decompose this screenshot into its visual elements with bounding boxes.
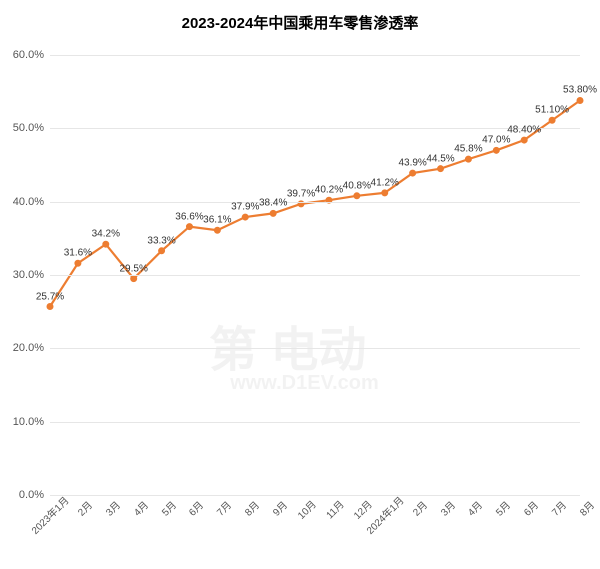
data-value-label: 44.5% <box>426 153 454 164</box>
data-value-label: 29.5% <box>119 263 147 274</box>
data-marker <box>159 248 165 254</box>
data-value-label: 39.7% <box>287 188 315 199</box>
data-value-label: 51.10% <box>535 105 569 116</box>
data-marker <box>438 166 444 172</box>
data-marker <box>131 276 137 282</box>
gridline <box>50 422 580 423</box>
data-marker <box>47 304 53 310</box>
data-marker <box>521 137 527 143</box>
y-axis-tick-label: 60.0% <box>13 49 50 61</box>
y-axis-tick-label: 30.0% <box>13 269 50 281</box>
gridline <box>50 55 580 56</box>
data-marker <box>242 214 248 220</box>
data-marker <box>382 190 388 196</box>
gridline <box>50 128 580 129</box>
y-axis-tick-label: 10.0% <box>13 416 50 428</box>
data-value-label: 34.2% <box>92 229 120 240</box>
data-value-label: 36.1% <box>203 215 231 226</box>
x-axis-tick-label: 8月 <box>580 484 600 510</box>
data-value-label: 38.4% <box>259 198 287 209</box>
gridline <box>50 348 580 349</box>
data-marker <box>410 170 416 176</box>
data-marker <box>493 147 499 153</box>
gridline <box>50 275 580 276</box>
data-marker <box>214 227 220 233</box>
chart-container: 2023-2024年中国乘用车零售渗透率 第 电动 www.D1EV.com 0… <box>0 0 600 569</box>
data-marker <box>186 224 192 230</box>
data-marker <box>354 193 360 199</box>
data-marker <box>577 97 583 103</box>
data-value-label: 41.2% <box>371 177 399 188</box>
y-axis-tick-label: 50.0% <box>13 122 50 134</box>
data-value-label: 47.0% <box>482 135 510 146</box>
data-value-label: 40.8% <box>343 180 371 191</box>
data-value-label: 33.3% <box>147 235 175 246</box>
data-value-label: 40.2% <box>315 185 343 196</box>
data-marker <box>75 260 81 266</box>
data-marker <box>270 210 276 216</box>
chart-title: 2023-2024年中国乘用车零售渗透率 <box>0 0 600 33</box>
y-axis-tick-label: 0.0% <box>19 489 50 501</box>
data-value-label: 25.7% <box>36 291 64 302</box>
data-value-label: 45.8% <box>454 144 482 155</box>
data-value-label: 36.6% <box>175 211 203 222</box>
plot-area: 第 电动 www.D1EV.com 0.0%10.0%20.0%30.0%40.… <box>50 55 580 495</box>
gridline <box>50 202 580 203</box>
data-value-label: 48.40% <box>507 125 541 136</box>
data-value-label: 37.9% <box>231 202 259 213</box>
data-marker <box>465 156 471 162</box>
y-axis-tick-label: 40.0% <box>13 196 50 208</box>
y-axis-tick-label: 20.0% <box>13 342 50 354</box>
data-value-label: 31.6% <box>64 248 92 259</box>
data-marker <box>549 117 555 123</box>
data-marker <box>103 241 109 247</box>
data-value-label: 43.9% <box>398 158 426 169</box>
data-value-label: 53.80% <box>563 85 597 96</box>
